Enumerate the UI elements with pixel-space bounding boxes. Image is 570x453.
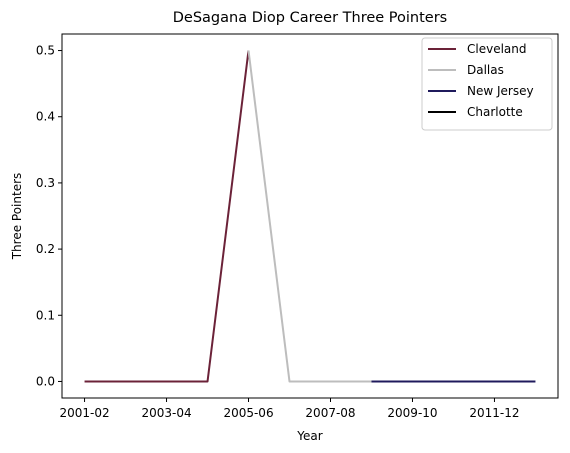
y-tick-label: 0.1 — [36, 308, 55, 322]
y-axis: 0.0 0.1 0.2 0.3 0.4 0.5 — [36, 44, 62, 389]
y-tick-label: 0.5 — [36, 44, 55, 58]
series-line-cleveland — [85, 51, 249, 382]
x-tick-label: 2001-02 — [59, 406, 109, 420]
x-tick-label: 2003-04 — [141, 406, 191, 420]
x-axis: 2001-02 2003-04 2005-06 2007-08 2009-10 2011-… — [59, 398, 519, 420]
y-tick-label: 0.2 — [36, 242, 55, 256]
legend-label-new-jersey: New Jersey — [467, 84, 534, 98]
series-line-dallas — [249, 51, 372, 382]
y-tick-label: 0.4 — [36, 110, 55, 124]
x-axis-label: Year — [296, 429, 322, 443]
x-tick-label: 2009-10 — [387, 406, 437, 420]
x-tick-label: 2011-12 — [469, 406, 519, 420]
x-tick-label: 2005-06 — [223, 406, 273, 420]
legend-label-charlotte: Charlotte — [467, 105, 523, 119]
y-tick-label: 0.3 — [36, 176, 55, 190]
legend-label-cleveland: Cleveland — [467, 42, 527, 56]
y-axis-label: Three Pointers — [10, 173, 24, 261]
y-tick-label: 0.0 — [36, 374, 55, 388]
chart-title: DeSagana Diop Career Three Pointers — [173, 10, 447, 26]
x-tick-label: 2007-08 — [305, 406, 355, 420]
legend-label-dallas: Dallas — [467, 63, 504, 77]
legend: Cleveland Dallas New Jersey Charlotte — [422, 38, 552, 130]
